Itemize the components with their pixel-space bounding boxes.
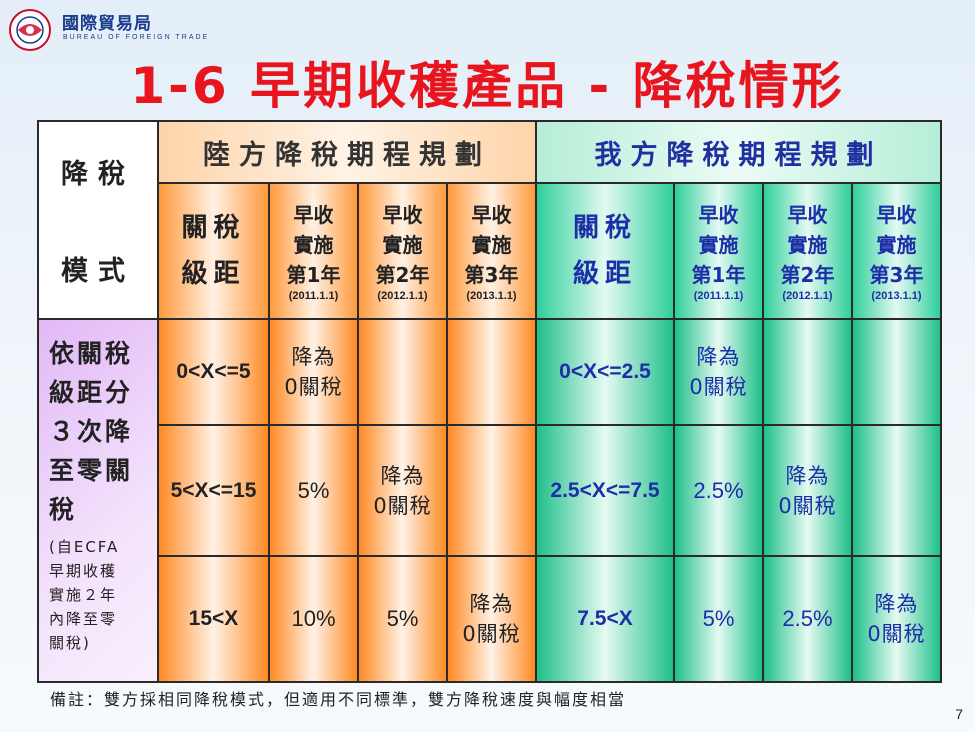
implement-label: 實施 (876, 232, 917, 257)
implement-label: 實施 (698, 232, 739, 257)
taiwan-rate-cell (851, 424, 942, 557)
taiwan-year-header: 早收 實施 第3年 (2013.1.1) (851, 182, 942, 320)
year-label: 第2年 (780, 262, 835, 287)
taiwan-rate-cell: 降為 0關稅 (851, 555, 942, 683)
china-tier-header: 關稅 級距 (157, 182, 270, 320)
tariff-reduction-table: 降稅 模式 陸方降稅期程規劃 我方降稅期程規劃 關稅 級距 早收 實施 第1年 … (37, 120, 942, 683)
taiwan-rate-cell: 降為 0關稅 (673, 318, 764, 426)
zero-tariff-line1: 降為 (874, 592, 919, 616)
taiwan-rate-cell: 5% (673, 555, 764, 683)
year-label: 第1年 (691, 262, 746, 287)
china-tariff-range: 15<X (157, 555, 270, 683)
taiwan-tariff-range: 7.5<X (535, 555, 675, 683)
zero-tariff-line1: 降為 (696, 345, 741, 369)
china-tariff-range: 5<X<=15 (157, 424, 270, 557)
org-name-zh: 國際貿易局 (62, 14, 152, 34)
year-label: 第3年 (464, 262, 519, 287)
china-year-header: 早收 實施 第2年 (2012.1.1) (357, 182, 448, 320)
china-rate-cell: 5% (268, 424, 359, 557)
year-date: (2011.1.1) (288, 289, 339, 302)
zero-tariff-line2: 0關稅 (373, 493, 432, 518)
implement-label: 實施 (293, 232, 334, 257)
zero-tariff-line1: 降為 (785, 463, 830, 488)
taiwan-tier-header: 關稅 級距 (535, 182, 675, 320)
zero-tariff-line2: 0關稅 (284, 375, 343, 399)
bureau-seal-icon (9, 9, 51, 51)
china-rate-cell: 5% (357, 555, 448, 683)
taiwan-schedule-header: 我方降稅期程規劃 (535, 120, 942, 184)
taiwan-tariff-range: 2.5<X<=7.5 (535, 424, 675, 557)
implement-label: 實施 (787, 232, 828, 257)
description-note-line: 早期收穫 (49, 562, 118, 580)
year-date: (2013.1.1) (871, 289, 922, 302)
china-rate-cell: 10% (268, 555, 359, 683)
zero-tariff-line1: 降為 (291, 345, 336, 369)
taiwan-year-header: 早收 實施 第2年 (2012.1.1) (762, 182, 853, 320)
taiwan-rate-cell (851, 318, 942, 426)
mode-header-line1: 降稅 (61, 159, 135, 190)
year-date: (2011.1.1) (693, 289, 744, 302)
year-label: 第3年 (869, 262, 924, 287)
year-label: 第2年 (375, 262, 430, 287)
description-note-line: 關稅) (49, 634, 91, 652)
description-note-line: 內降至零 (49, 610, 118, 628)
description-note-line: (自ECFA (49, 538, 120, 556)
zero-tariff-line2: 0關稅 (689, 375, 748, 399)
zero-tariff-line1: 降為 (380, 463, 425, 488)
zero-tariff-line2: 0關稅 (778, 493, 837, 518)
mode-header-line2: 模式 (61, 256, 135, 287)
tier-label-line2: 級距 (181, 259, 246, 289)
china-rate-cell: 降為 0關稅 (446, 555, 537, 683)
slide-title: 1-6 早期收穫產品 - 降稅情形 (130, 57, 845, 115)
implement-label: 實施 (471, 232, 512, 257)
taiwan-tariff-range: 0<X<=2.5 (535, 318, 675, 426)
china-year-header: 早收 實施 第1年 (2011.1.1) (268, 182, 359, 320)
early-label: 早收 (293, 202, 334, 227)
footnote: 備註：雙方採相同降稅模式，但適用不同標準，雙方降稅速度與幅度相當 (50, 690, 627, 709)
taiwan-rate-cell (762, 318, 853, 426)
year-date: (2012.1.1) (377, 289, 428, 302)
tier-label-line1: 關稅 (572, 213, 637, 243)
description-line: 級距分 (49, 378, 134, 407)
taiwan-rate-cell: 降為 0關稅 (762, 424, 853, 557)
china-rate-cell (446, 424, 537, 557)
mode-header-cell: 降稅 模式 (37, 120, 159, 320)
early-label: 早收 (876, 202, 917, 227)
org-name-en: BUREAU OF FOREIGN TRADE (63, 34, 210, 41)
description-line: 依關稅 (49, 339, 134, 368)
description-note-line: 實施２年 (49, 586, 118, 604)
early-label: 早收 (471, 202, 512, 227)
china-schedule-header: 陸方降稅期程規劃 (157, 120, 537, 184)
year-label: 第1年 (286, 262, 341, 287)
reduction-mode-description: 依關稅 級距分 ３次降 至零關 稅 (自ECFA 早期收穫 實施２年 內降至零 … (37, 318, 159, 683)
zero-tariff-line2: 0關稅 (867, 622, 926, 646)
taiwan-year-header: 早收 實施 第1年 (2011.1.1) (673, 182, 764, 320)
description-line: ３次降 (49, 417, 134, 446)
page-number: 7 (955, 706, 963, 722)
tier-label-line2: 級距 (572, 259, 637, 289)
description-line: 至零關 (49, 456, 134, 485)
year-date: (2012.1.1) (782, 289, 833, 302)
early-label: 早收 (698, 202, 739, 227)
china-rate-cell (357, 318, 448, 426)
early-label: 早收 (787, 202, 828, 227)
china-rate-cell: 降為 0關稅 (357, 424, 448, 557)
china-rate-cell: 降為 0關稅 (268, 318, 359, 426)
china-rate-cell (446, 318, 537, 426)
taiwan-rate-cell: 2.5% (673, 424, 764, 557)
year-date: (2013.1.1) (466, 289, 517, 302)
china-year-header: 早收 實施 第3年 (2013.1.1) (446, 182, 537, 320)
early-label: 早收 (382, 202, 423, 227)
zero-tariff-line1: 降為 (469, 592, 514, 616)
implement-label: 實施 (382, 232, 423, 257)
china-tariff-range: 0<X<=5 (157, 318, 270, 426)
taiwan-rate-cell: 2.5% (762, 555, 853, 683)
description-line: 稅 (49, 495, 78, 524)
zero-tariff-line2: 0關稅 (462, 622, 521, 646)
tier-label-line1: 關稅 (181, 213, 246, 243)
